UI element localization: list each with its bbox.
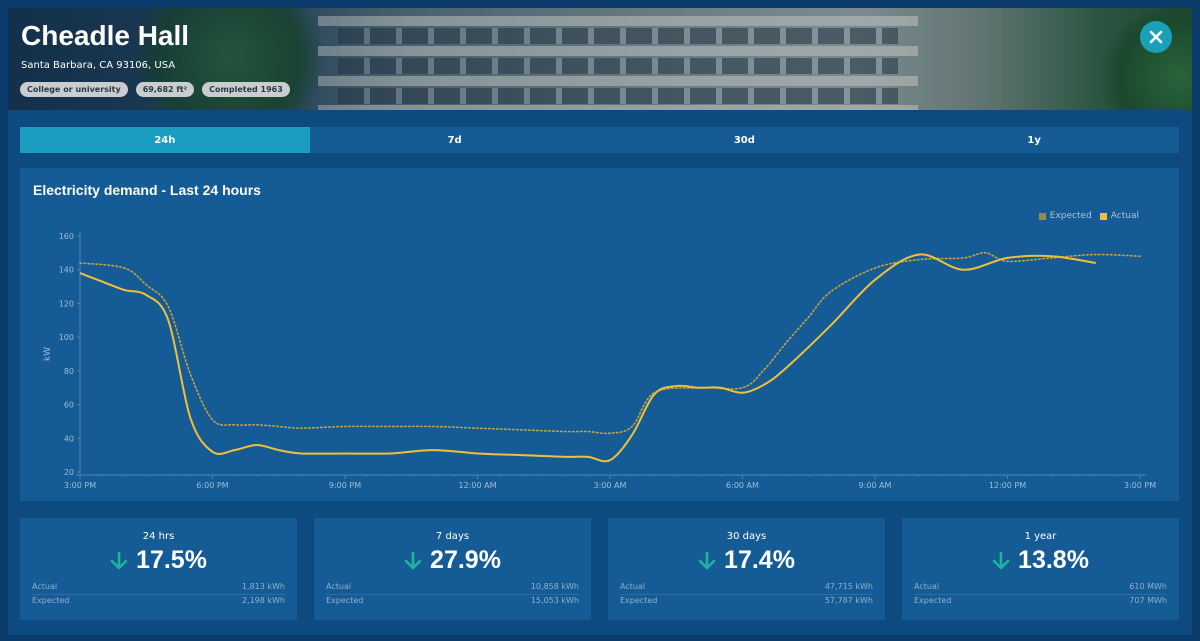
- stat-card-7d: 7 days 27.9% Actual 10,858 kWh Expected 15…: [314, 518, 591, 620]
- stat-period: 7 days: [435, 531, 470, 542]
- legend-item-expected[interactable]: Expected: [1038, 211, 1092, 221]
- stat-label: Actual: [326, 582, 352, 591]
- x-tick-label: 6:00 PM: [196, 481, 228, 490]
- legend-item-actual[interactable]: Actual: [1099, 211, 1139, 221]
- tab-24h[interactable]: 24h: [20, 127, 310, 153]
- building-detail-panel: Cheadle Hall Santa Barbara, CA 93106, US…: [8, 8, 1192, 635]
- tab-1y[interactable]: 1y: [1027, 134, 1041, 146]
- stat-label: Actual: [620, 582, 646, 591]
- stat-period: 24 hrs: [142, 531, 175, 542]
- stat-row-expected: Expected 57,787 kWh: [620, 596, 873, 609]
- stat-value: 1,813 kWh: [241, 582, 285, 591]
- arrow-down-icon: [992, 551, 1010, 569]
- stat-percent: 27.9%: [430, 546, 501, 574]
- stat-row-expected: Expected 707 MWh: [914, 596, 1167, 609]
- tab-30d[interactable]: 30d: [733, 134, 755, 146]
- legend-label-expected: Expected: [1049, 211, 1092, 221]
- stat-label: Expected: [620, 596, 658, 605]
- stat-label: Expected: [914, 596, 952, 605]
- series-line-actual: [79, 253, 1096, 463]
- close-icon: [1149, 30, 1163, 44]
- x-tick-label: 9:00 AM: [859, 481, 892, 490]
- stat-card-1y: 1 year 13.8% Actual 610 MWh Expected 707 M…: [902, 518, 1179, 620]
- x-tick-label: 9:00 PM: [329, 481, 361, 490]
- building-name: Cheadle Hall: [21, 20, 190, 51]
- legend-label-actual: Actual: [1110, 211, 1139, 221]
- y-tick-label: 100: [59, 333, 74, 342]
- y-tick-label: 60: [64, 401, 74, 410]
- chart-title: Electricity demand - Last 24 hours: [33, 182, 261, 198]
- stat-row-actual: Actual 610 MWh: [914, 582, 1167, 595]
- x-tick-label: 6:00 AM: [726, 481, 759, 490]
- y-tick-label: 160: [59, 232, 74, 241]
- time-range-tabs: 24h 7d 30d 1y: [20, 127, 1179, 153]
- electricity-chart-panel: 20 40 60 80 100 120 140 160 kW 3:00 PM 6:00 PM 9:00…: [20, 168, 1179, 501]
- stat-label: Expected: [326, 596, 364, 605]
- stat-value: 47,715 kWh: [824, 582, 873, 591]
- y-tick-label: 120: [59, 299, 74, 308]
- series-line-expected: [79, 252, 1141, 435]
- stat-label: Expected: [32, 596, 70, 605]
- arrow-down-icon: [110, 551, 128, 569]
- stat-row-actual: Actual 10,858 kWh: [326, 582, 579, 595]
- y-tick-label: 80: [64, 367, 74, 376]
- chart-legend: Expected Actual: [1038, 211, 1139, 221]
- stat-value: 2,198 kWh: [241, 596, 285, 605]
- stat-value: 10,858 kWh: [530, 582, 579, 591]
- stat-percent: 17.4%: [724, 546, 795, 574]
- stat-value: 610 MWh: [1129, 582, 1167, 591]
- y-tick-label: 40: [64, 434, 74, 443]
- electricity-demand-chart: 20 40 60 80 100 120 140 160 kW 3:00 PM 6:00 PM 9:00…: [43, 232, 1156, 490]
- tag-completed-year: Completed 1963: [202, 82, 290, 97]
- stat-value: 707 MWh: [1129, 596, 1167, 605]
- x-tick-label: 12:00 AM: [459, 481, 497, 490]
- close-button[interactable]: [1140, 21, 1172, 53]
- legend-swatch-expected: [1038, 212, 1046, 220]
- building-tags: College or university 69,682 ft² Complet…: [20, 82, 290, 97]
- tab-7d[interactable]: 7d: [447, 134, 462, 146]
- x-tick-label: 3:00 PM: [1124, 481, 1156, 490]
- stat-row-actual: Actual 1,813 kWh: [32, 582, 285, 595]
- building-header: Cheadle Hall Santa Barbara, CA 93106, US…: [8, 8, 1192, 110]
- arrow-down-icon: [404, 551, 422, 569]
- stat-period: 1 year: [1024, 531, 1057, 542]
- x-tick-label: 12:00 PM: [989, 481, 1026, 490]
- y-tick-label: 20: [64, 468, 74, 477]
- arrow-down-icon: [698, 551, 716, 569]
- stat-label: Actual: [914, 582, 940, 591]
- stat-value: 15,053 kWh: [530, 596, 579, 605]
- stat-percent: 13.8%: [1018, 546, 1089, 574]
- tag-building-type: College or university: [20, 82, 128, 97]
- stat-value: 57,787 kWh: [824, 596, 873, 605]
- stat-percent: 17.5%: [136, 546, 207, 574]
- tag-floor-area: 69,682 ft²: [135, 82, 195, 97]
- stat-card-24h: 24 hrs 17.5% Actual 1,813 kWh Expected 2,1…: [20, 518, 297, 620]
- stat-card-30d: 30 days 17.4% Actual 47,715 kWh Expected 5…: [608, 518, 885, 620]
- stat-period: 30 days: [726, 531, 767, 542]
- stat-cards: 24 hrs 17.5% Actual 1,813 kWh Expected 2,1…: [20, 518, 1186, 620]
- x-tick-label: 3:00 PM: [64, 481, 96, 490]
- stat-label: Actual: [32, 582, 58, 591]
- stat-row-expected: Expected 15,053 kWh: [326, 596, 579, 609]
- stat-row-expected: Expected 2,198 kWh: [32, 596, 285, 609]
- legend-swatch-actual: [1099, 212, 1107, 220]
- stat-row-actual: Actual 47,715 kWh: [620, 582, 873, 595]
- y-axis-label: kW: [43, 347, 53, 361]
- x-tick-label: 3:00 AM: [594, 481, 627, 490]
- y-tick-label: 140: [59, 266, 74, 275]
- building-address: Santa Barbara, CA 93106, USA: [21, 60, 176, 71]
